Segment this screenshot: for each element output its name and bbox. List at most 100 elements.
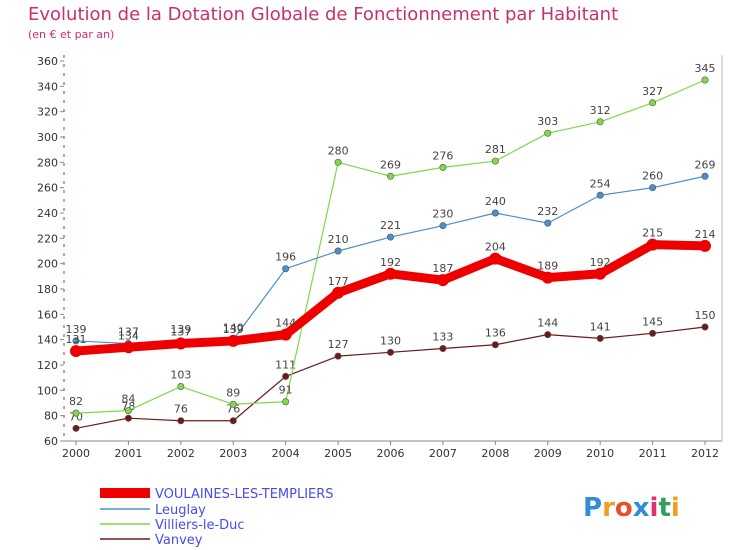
x-tick-label: 2003: [219, 447, 247, 460]
data-label: 91: [279, 384, 293, 397]
data-label: 230: [432, 208, 453, 221]
data-point: [334, 352, 342, 360]
data-point: [701, 172, 709, 180]
data-point: [227, 334, 240, 347]
data-point: [594, 267, 607, 280]
data-label: 133: [432, 331, 453, 344]
data-label: 136: [485, 327, 506, 340]
data-point: [649, 99, 657, 107]
data-label: 281: [485, 143, 506, 156]
x-tick-label: 2012: [691, 447, 719, 460]
data-point: [386, 172, 394, 180]
series-line: [75, 79, 706, 414]
data-label: 145: [642, 315, 663, 328]
data-point: [70, 345, 82, 358]
y-tick-label: 340: [37, 80, 58, 93]
chart-legend: VOULAINES-LES-TEMPLIERSLeuglayVilliers-l…: [100, 487, 334, 548]
data-point: [701, 323, 709, 331]
x-tick-label: 2009: [534, 447, 562, 460]
y-tick-label: 360: [37, 55, 58, 68]
y-tick-label: 320: [37, 106, 58, 119]
proxiti-logo-text: Proxiti: [583, 493, 680, 523]
data-label: 150: [695, 309, 716, 322]
y-tick-label: 300: [37, 131, 58, 144]
data-label: 82: [69, 395, 83, 408]
data-point: [279, 328, 292, 341]
data-point: [386, 233, 394, 241]
x-tick-label: 2006: [377, 447, 405, 460]
data-label: 78: [121, 400, 135, 413]
legend-label: Leuglay: [155, 503, 206, 518]
data-point: [386, 348, 394, 356]
data-label: 221: [380, 219, 401, 232]
data-point: [177, 383, 185, 391]
data-label: 111: [275, 358, 296, 371]
data-label: 134: [118, 329, 139, 342]
chart-axes: 60 80 100 120 140 160 180 200 220 240 260 280 300 320…: [37, 55, 723, 460]
data-label: 70: [69, 410, 83, 423]
data-label: 240: [485, 195, 506, 208]
data-point: [646, 238, 659, 251]
series-3: 70 78 76 76 111 127 130 133 136 144 141 145 150: [69, 309, 716, 432]
data-point: [384, 267, 397, 280]
data-point: [544, 129, 552, 137]
data-label: 137: [118, 325, 139, 338]
data-label: 139: [170, 323, 191, 336]
x-tick-label: 2010: [586, 447, 614, 460]
y-tick-label: 220: [37, 232, 58, 245]
data-label: 269: [695, 158, 716, 171]
data-label: 76: [226, 403, 240, 416]
data-label: 196: [275, 251, 296, 264]
data-point: [489, 252, 502, 265]
logo-letter: P: [583, 493, 602, 523]
data-point: [177, 417, 185, 425]
data-label: 139: [66, 323, 87, 336]
data-point: [334, 158, 342, 166]
y-tick-label: 100: [37, 384, 58, 397]
legend-label: Villiers-le-Duc: [155, 518, 245, 533]
data-label: 204: [485, 241, 506, 254]
proxiti-logo: Proxiti: [583, 493, 680, 523]
data-label: 327: [642, 85, 663, 98]
x-tick-label: 2005: [324, 447, 352, 460]
chart-title: Evolution de la Dotation Globale de Fonc…: [28, 4, 619, 25]
data-label: 140: [223, 322, 244, 335]
logo-letter: r: [602, 493, 615, 523]
data-point: [541, 271, 554, 284]
x-tick-label: 2007: [429, 447, 457, 460]
data-point: [72, 337, 80, 345]
data-label: 189: [537, 260, 558, 273]
data-label: 139: [223, 323, 244, 336]
data-label: 280: [328, 144, 349, 157]
data-point: [334, 247, 342, 255]
data-point: [439, 222, 447, 230]
data-point: [439, 345, 447, 353]
y-tick-label: 160: [37, 308, 58, 321]
data-point: [596, 191, 604, 199]
data-label: 232: [537, 205, 558, 218]
data-point: [544, 219, 552, 227]
data-point: [229, 400, 237, 408]
data-point: [282, 372, 290, 380]
chart-subtitle: (en € et par an): [28, 28, 115, 41]
data-point: [436, 274, 449, 287]
y-tick-label: 260: [37, 182, 58, 195]
data-point: [699, 239, 711, 252]
data-point: [544, 331, 552, 339]
data-label: 76: [174, 403, 188, 416]
chart-series: 70 78 76 76 111 127 130 133 136 144 141 145 150 82 84 1…: [66, 62, 716, 432]
data-label: 303: [537, 115, 558, 128]
data-point: [596, 334, 604, 342]
data-point: [491, 209, 499, 217]
logo-letter: i: [671, 493, 680, 523]
data-point: [229, 417, 237, 425]
data-label: 187: [432, 262, 453, 275]
data-label: 177: [328, 275, 349, 288]
data-label: 254: [590, 177, 611, 190]
logo-letter: t: [658, 493, 670, 523]
x-tick-label: 2000: [62, 447, 90, 460]
y-tick-label: 280: [37, 156, 58, 169]
logo-letter: o: [615, 493, 633, 523]
